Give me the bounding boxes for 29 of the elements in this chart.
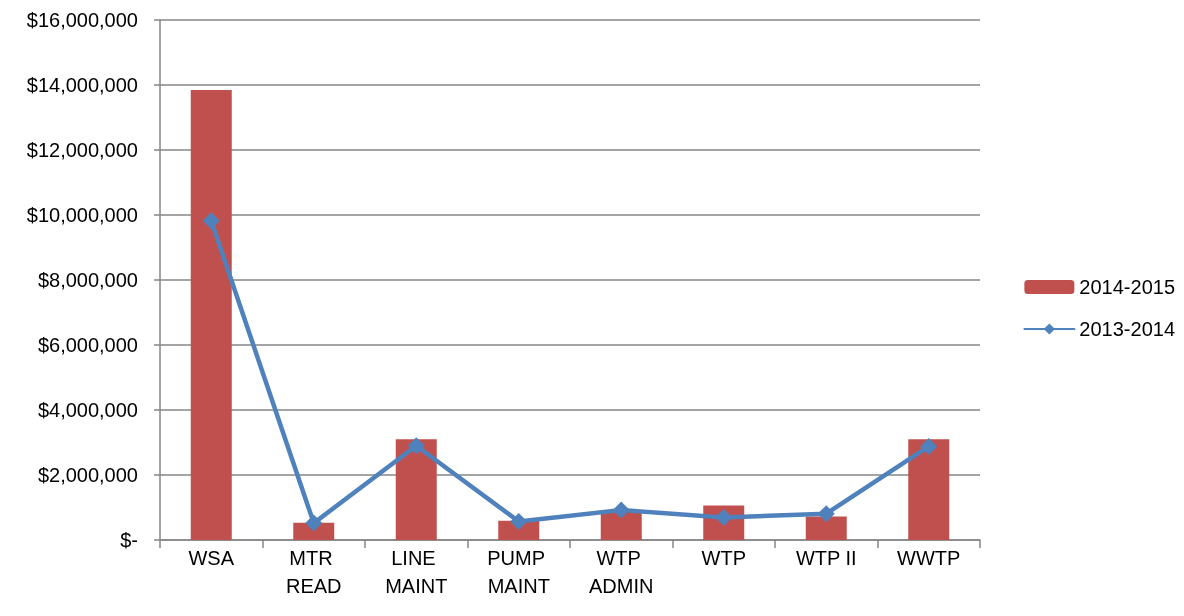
x-tick-label: LINE MAINT: [385, 547, 448, 597]
y-tick-label: $2,000,000: [37, 464, 138, 486]
legend-label: 2013-2014: [1079, 318, 1176, 340]
bar: [805, 516, 847, 540]
point: [305, 514, 323, 532]
x-tick-label: WTP II: [795, 547, 857, 569]
y-tick-label: $8,000,000: [37, 269, 138, 291]
point: [817, 505, 835, 523]
x-tick-label: WWTP: [897, 547, 961, 569]
point: [202, 212, 220, 230]
y-tick-label: $-: [120, 529, 138, 551]
x-tick-label: WTP ADMIN: [589, 547, 654, 597]
point: [407, 437, 425, 455]
bar: [395, 439, 437, 540]
bar: [908, 439, 950, 540]
y-tick-label: $4,000,000: [37, 399, 138, 421]
point: [612, 501, 630, 519]
x-tick-label: WTP: [701, 547, 746, 569]
y-tick-label: $16,000,000: [26, 9, 138, 31]
x-tick-label: WSA: [188, 547, 235, 569]
y-tick-label: $10,000,000: [26, 204, 138, 226]
bar: [190, 89, 232, 540]
x-tick-label: PUMP MAINT: [487, 547, 551, 597]
y-tick-label: $12,000,000: [26, 139, 138, 161]
legend-label: 2014-2015: [1079, 276, 1176, 298]
x-tick-label: MTR READ: [285, 547, 342, 597]
y-tick-label: $6,000,000: [37, 334, 138, 356]
point: [920, 437, 938, 455]
y-tick-label: $14,000,000: [26, 74, 138, 96]
